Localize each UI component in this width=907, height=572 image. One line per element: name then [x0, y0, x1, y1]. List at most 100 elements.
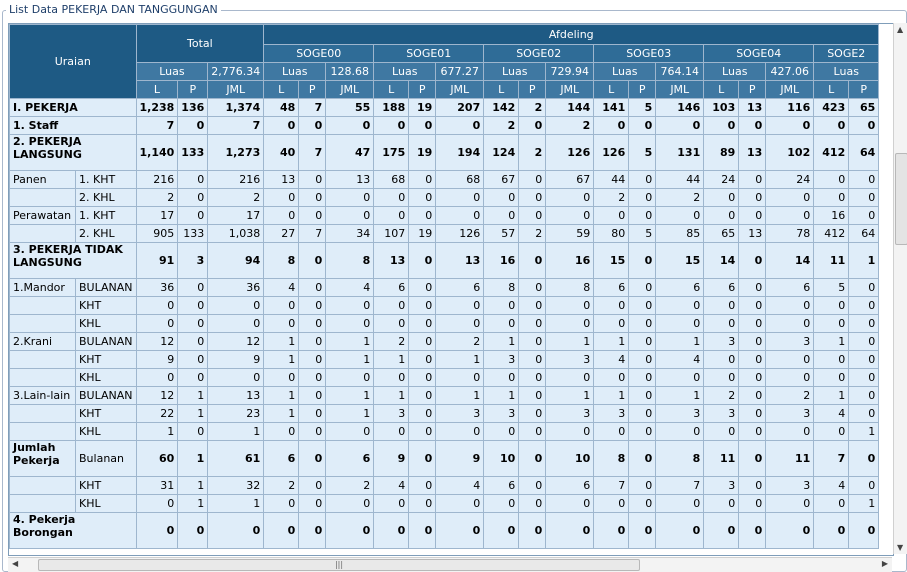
header-sub-jml: JML	[765, 80, 815, 99]
vertical-scrollbar[interactable]: ▲ ▼	[893, 23, 907, 554]
table-cell: 0	[408, 278, 437, 297]
table-cell: 0	[298, 296, 327, 315]
horizontal-scrollbar[interactable]: ◀ ||| ▶	[8, 557, 892, 572]
table-cell: 126	[593, 134, 630, 171]
table-cell: 0	[483, 206, 520, 225]
table-cell: 0	[177, 188, 209, 207]
table-row[interactable]: KHT 22 1 23 1 0 1 3 0 3 3 0 3 3 0 3 3 0 3 4 0	[9, 404, 880, 423]
table-cell: 0	[435, 116, 485, 135]
table-row[interactable]: 1. Staff 7 0 7 0 0 0 0 0 0 2 0 2 0 0 0 0 0 0 0 0	[9, 116, 880, 135]
table-cell: 412	[813, 134, 850, 171]
table-cell: 0	[738, 440, 767, 477]
header-sub-p: P	[848, 80, 880, 99]
header-luas-label: Luas	[703, 62, 767, 81]
table-row[interactable]: KHT 0 0 0 0 0 0 0 0 0 0 0 0 0 0 0 0 0 0 0 0	[9, 296, 880, 315]
table-cell: 412	[813, 224, 850, 243]
table-cell: 0	[545, 422, 595, 441]
table-cell: 3	[765, 476, 815, 495]
header-afdeling-luas: 677.27	[435, 62, 485, 81]
table-row[interactable]: Panen 1. KHT 216 0 216 13 0 13 68 0 68 67 0 67 44 0 44 24…	[9, 170, 880, 189]
table-row[interactable]: 2.Krani BULANAN 12 0 12 1 0 1 2 0 2 1 0 1 1 0 1 3 0 3 1 0	[9, 332, 880, 351]
table-cell: 0	[848, 386, 880, 405]
horizontal-scroll-thumb[interactable]: |||	[38, 559, 640, 571]
table-cell: 1	[593, 386, 630, 405]
table-cell: 905	[135, 224, 179, 243]
data-grid[interactable]: Uraian Total Afdeling SOGE00 SOGE01 SOGE02 SOG…	[8, 23, 894, 556]
header-sub-jml: JML	[655, 80, 705, 99]
table-cell: 4	[435, 476, 485, 495]
table-row[interactable]: KHL 0 0 0 0 0 0 0 0 0 0 0 0 0 0 0 0 0 0 0 0	[9, 314, 880, 333]
table-row[interactable]: KHL 0 0 0 0 0 0 0 0 0 0 0 0 0 0 0 0 0 0 0 0	[9, 368, 880, 387]
header-sub-p: P	[177, 80, 209, 99]
header-sub-l: L	[135, 80, 179, 99]
table-row[interactable]: 3. PEKERJA TIDAK LANGSUNG 91 3 94 8 0 8 13 0 13 16…	[9, 242, 880, 279]
table-cell: 175	[373, 134, 410, 171]
header-sub-p: P	[738, 80, 767, 99]
table-row[interactable]: KHT 31 1 32 2 0 2 4 0 4 6 0 6 7 0 7 3 0 3 4 0	[9, 476, 880, 495]
row-type-label: 2. KHL	[75, 188, 137, 207]
row-group-label	[9, 476, 76, 495]
table-cell: 0	[765, 206, 815, 225]
table-cell: 3	[765, 332, 815, 351]
table-row[interactable]: Jumlah Pekerja Bulanan 60 1 61 6 0 6 9 0 9 10 0 10 8 0 8…	[9, 440, 880, 477]
table-cell: 0	[738, 314, 767, 333]
table-cell: 0	[628, 332, 657, 351]
table-row[interactable]: 2. KHL 2 0 2 0 0 0 0 0 0 0 0 0 2 0 2 0 0 0 0 0	[9, 188, 880, 207]
table-cell: 7	[135, 116, 179, 135]
table-cell: 36	[207, 278, 265, 297]
table-cell: 0	[593, 206, 630, 225]
row-type-label: KHL	[75, 422, 137, 441]
table-cell: 0	[435, 494, 485, 513]
table-row[interactable]: KHT 9 0 9 1 0 1 1 0 1 3 0 3 4 0 4 0 0 0 0 0	[9, 350, 880, 369]
table-cell: 0	[518, 332, 547, 351]
table-row[interactable]: 2. PEKERJA LANGSUNG 1,140 133 1,273 40 7 47 175…	[9, 134, 880, 171]
table-cell: 2	[655, 188, 705, 207]
table-row[interactable]: 4. Pekerja Borongan 0 0 0 0 0 0 0 0 0 0 0 0 0 0 0 0 0 0 0 0	[9, 512, 880, 549]
row-group-label	[9, 188, 76, 207]
table-row[interactable]: 3.Lain-lain BULANAN 12 1 13 1 0 1 1 0 1 1 0 1 1 0 1 2 0 2 1 0	[9, 386, 880, 405]
table-cell: 3	[703, 404, 740, 423]
scroll-right-arrow-icon[interactable]: ▶	[881, 559, 888, 568]
row-type-label: KHT	[75, 296, 137, 315]
table-cell: 0	[848, 314, 880, 333]
row-category-label: 2. PEKERJA LANGSUNG	[9, 134, 137, 171]
table-row[interactable]: 1.Mandor BULANAN 36 0 36 4 0 4 6 0 6 8 0 8 6 0 6 6 0 6 5 0	[9, 278, 880, 297]
table-cell: 0	[298, 206, 327, 225]
table-cell: 7	[655, 476, 705, 495]
scroll-left-arrow-icon[interactable]: ◀	[12, 559, 19, 568]
table-cell: 0	[518, 170, 547, 189]
row-category-label: 3. PEKERJA TIDAK LANGSUNG	[9, 242, 137, 279]
scroll-up-arrow-icon[interactable]: ▲	[897, 25, 904, 34]
table-cell: 24	[765, 170, 815, 189]
row-group-label: 2.Krani	[9, 332, 76, 351]
table-cell: 0	[703, 494, 740, 513]
scroll-down-arrow-icon[interactable]: ▼	[897, 543, 904, 552]
table-cell: 144	[545, 98, 595, 117]
table-row[interactable]: KHL 0 1 1 0 0 0 0 0 0 0 0 0 0 0 0 0 0 0 0 1	[9, 494, 880, 513]
table-cell: 0	[813, 116, 850, 135]
table-cell: 0	[408, 422, 437, 441]
table-cell: 0	[593, 422, 630, 441]
table-cell: 0	[408, 314, 437, 333]
table-cell: 61	[207, 440, 265, 477]
table-cell: 0	[655, 512, 705, 549]
table-cell: 0	[813, 350, 850, 369]
table-cell: 216	[135, 170, 179, 189]
table-row[interactable]: Perawatan 1. KHT 17 0 17 0 0 0 0 0 0 0 0 0 0 0 0 0 0 0 16 0	[9, 206, 880, 225]
table-cell: 1	[655, 332, 705, 351]
table-cell: 133	[177, 134, 209, 171]
table-cell: 1	[593, 332, 630, 351]
header-total-luas: 2,776.34	[207, 62, 265, 81]
table-row[interactable]: 2. KHL 905 133 1,038 27 7 34 107 19 126 57 2 59 80 5 85…	[9, 224, 880, 243]
table-row[interactable]: KHL 1 0 1 0 0 0 0 0 0 0 0 0 0 0 0 0 0 0 0 1	[9, 422, 880, 441]
row-type-label: KHT	[75, 404, 137, 423]
table-row[interactable]: I. PEKERJA 1,238 136 1,374 48 7 55 188 19 207 142 2…	[9, 98, 880, 117]
table-cell: 0	[298, 368, 327, 387]
table-cell: 0	[848, 170, 880, 189]
table-cell: 207	[435, 98, 485, 117]
table-cell: 91	[135, 242, 179, 279]
table-cell: 2	[703, 386, 740, 405]
table-cell: 0	[738, 278, 767, 297]
vertical-scroll-thumb[interactable]	[895, 153, 907, 245]
table-cell: 0	[435, 314, 485, 333]
